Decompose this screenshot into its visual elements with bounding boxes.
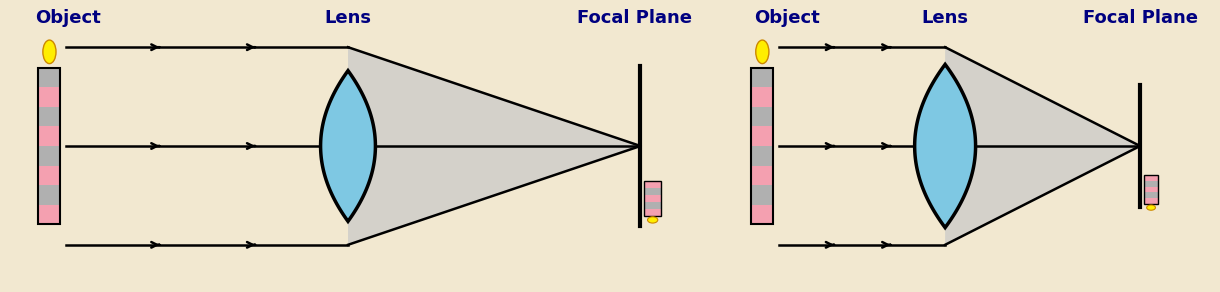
Bar xyxy=(1144,198,1158,204)
Polygon shape xyxy=(321,71,376,221)
Text: Lens: Lens xyxy=(921,9,969,27)
Bar xyxy=(752,87,773,107)
Bar xyxy=(752,107,773,126)
Bar xyxy=(752,67,773,87)
Bar xyxy=(752,126,773,146)
Bar xyxy=(644,209,661,216)
Bar xyxy=(39,185,61,205)
Ellipse shape xyxy=(648,217,658,223)
Polygon shape xyxy=(946,47,1141,245)
Bar xyxy=(1144,175,1158,204)
Text: Focal Plane: Focal Plane xyxy=(1082,9,1198,27)
Ellipse shape xyxy=(43,40,56,64)
Polygon shape xyxy=(915,65,976,227)
Ellipse shape xyxy=(755,40,769,64)
Bar xyxy=(752,166,773,185)
Bar xyxy=(752,146,773,166)
Bar xyxy=(644,195,661,202)
Text: Focal Plane: Focal Plane xyxy=(577,9,692,27)
Bar xyxy=(644,202,661,209)
Bar xyxy=(1144,187,1158,192)
Ellipse shape xyxy=(1147,205,1155,210)
Text: Lens: Lens xyxy=(325,9,372,27)
Bar xyxy=(39,107,61,126)
Text: Object: Object xyxy=(754,9,820,27)
Bar xyxy=(39,205,61,225)
Bar xyxy=(1144,181,1158,187)
Text: Object: Object xyxy=(35,9,100,27)
Bar xyxy=(39,67,61,225)
Bar xyxy=(39,126,61,146)
Bar xyxy=(752,185,773,205)
Bar xyxy=(39,166,61,185)
Bar xyxy=(39,146,61,166)
Bar xyxy=(644,181,661,188)
Bar xyxy=(752,67,773,225)
Bar xyxy=(644,188,661,195)
Bar xyxy=(752,205,773,225)
Bar xyxy=(39,87,61,107)
Bar xyxy=(1144,192,1158,198)
Bar xyxy=(644,181,661,216)
Polygon shape xyxy=(348,47,640,245)
Bar xyxy=(39,67,61,87)
Bar xyxy=(1144,175,1158,181)
